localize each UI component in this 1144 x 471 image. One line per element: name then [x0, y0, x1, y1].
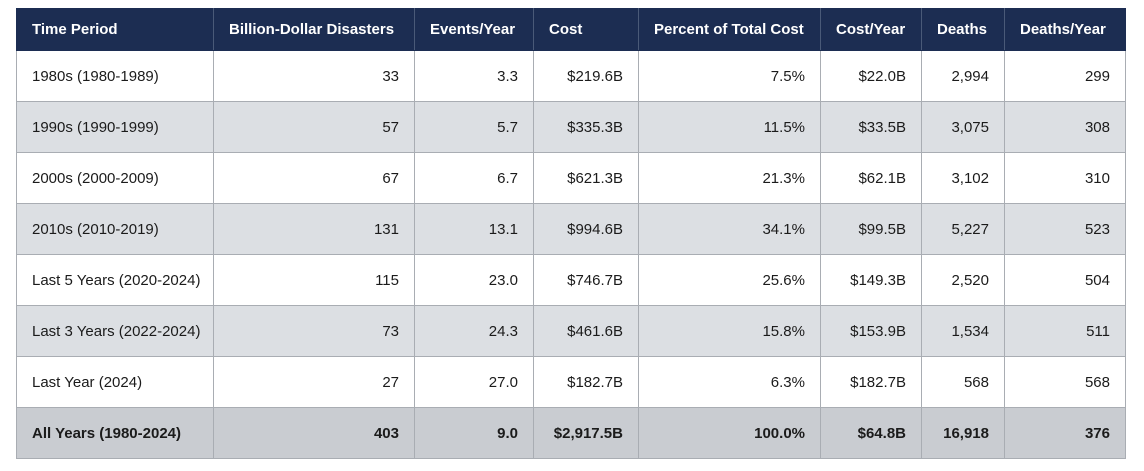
cell-cost: $461.6B — [533, 305, 639, 357]
cell-cost: $182.7B — [533, 356, 639, 408]
table-header: Time Period Billion-Dollar Disasters Eve… — [16, 8, 1126, 51]
cell-time-period: 1980s (1980-1989) — [16, 50, 214, 102]
cell-billion-dollar-disasters: 115 — [213, 254, 415, 306]
column-header-deaths: Deaths — [921, 8, 1005, 51]
cell-deaths-per-year: 308 — [1004, 101, 1126, 153]
cell-billion-dollar-disasters: 67 — [213, 152, 415, 204]
cell-percent-of-total-cost: 11.5% — [638, 101, 821, 153]
total-row: All Years (1980-2024) 403 9.0 $2,917.5B … — [16, 407, 1126, 459]
table-body: 1980s (1980-1989) 33 3.3 $219.6B 7.5% $2… — [16, 50, 1126, 459]
cell-events-per-year: 27.0 — [414, 356, 534, 408]
cell-billion-dollar-disasters: 73 — [213, 305, 415, 357]
cell-billion-dollar-disasters: 131 — [213, 203, 415, 255]
column-header-events-per-year: Events/Year — [414, 8, 534, 51]
cell-deaths: 5,227 — [921, 203, 1005, 255]
cell-billion-dollar-disasters: 57 — [213, 101, 415, 153]
cell-percent-of-total-cost: 6.3% — [638, 356, 821, 408]
cell-deaths-per-year: 299 — [1004, 50, 1126, 102]
column-header-time-period: Time Period — [16, 8, 214, 51]
cell-cost: $746.7B — [533, 254, 639, 306]
table-row: 1980s (1980-1989) 33 3.3 $219.6B 7.5% $2… — [16, 50, 1126, 102]
cell-cost: $335.3B — [533, 101, 639, 153]
cell-cost-per-year: $22.0B — [820, 50, 922, 102]
table-row: 2010s (2010-2019) 131 13.1 $994.6B 34.1%… — [16, 203, 1126, 255]
cell-percent-of-total-cost: 21.3% — [638, 152, 821, 204]
table-row: Last 3 Years (2022-2024) 73 24.3 $461.6B… — [16, 305, 1126, 357]
total-cell-events-per-year: 9.0 — [414, 407, 534, 459]
table-row: Last 5 Years (2020-2024) 115 23.0 $746.7… — [16, 254, 1126, 306]
cell-deaths: 568 — [921, 356, 1005, 408]
cell-events-per-year: 24.3 — [414, 305, 534, 357]
cell-cost-per-year: $182.7B — [820, 356, 922, 408]
cell-billion-dollar-disasters: 33 — [213, 50, 415, 102]
cell-cost-per-year: $149.3B — [820, 254, 922, 306]
total-cell-billion-dollar-disasters: 403 — [213, 407, 415, 459]
total-cell-deaths-per-year: 376 — [1004, 407, 1126, 459]
cell-billion-dollar-disasters: 27 — [213, 356, 415, 408]
cell-deaths: 2,994 — [921, 50, 1005, 102]
total-cell-percent-of-total-cost: 100.0% — [638, 407, 821, 459]
total-cell-deaths: 16,918 — [921, 407, 1005, 459]
cell-deaths: 1,534 — [921, 305, 1005, 357]
cell-cost-per-year: $99.5B — [820, 203, 922, 255]
total-cell-cost: $2,917.5B — [533, 407, 639, 459]
cell-deaths-per-year: 511 — [1004, 305, 1126, 357]
cell-deaths-per-year: 310 — [1004, 152, 1126, 204]
cell-deaths: 3,102 — [921, 152, 1005, 204]
table-row: Last Year (2024) 27 27.0 $182.7B 6.3% $1… — [16, 356, 1126, 408]
cell-events-per-year: 23.0 — [414, 254, 534, 306]
cell-deaths-per-year: 504 — [1004, 254, 1126, 306]
cell-percent-of-total-cost: 34.1% — [638, 203, 821, 255]
cell-events-per-year: 13.1 — [414, 203, 534, 255]
table-row: 1990s (1990-1999) 57 5.7 $335.3B 11.5% $… — [16, 101, 1126, 153]
disaster-summary-table: Time Period Billion-Dollar Disasters Eve… — [16, 8, 1126, 459]
cell-events-per-year: 3.3 — [414, 50, 534, 102]
header-row: Time Period Billion-Dollar Disasters Eve… — [16, 8, 1126, 51]
cell-time-period: Last Year (2024) — [16, 356, 214, 408]
column-header-cost: Cost — [533, 8, 639, 51]
cell-percent-of-total-cost: 15.8% — [638, 305, 821, 357]
column-header-cost-per-year: Cost/Year — [820, 8, 922, 51]
cell-deaths: 3,075 — [921, 101, 1005, 153]
cell-percent-of-total-cost: 25.6% — [638, 254, 821, 306]
total-cell-cost-per-year: $64.8B — [820, 407, 922, 459]
cell-cost: $621.3B — [533, 152, 639, 204]
table-row: 2000s (2000-2009) 67 6.7 $621.3B 21.3% $… — [16, 152, 1126, 204]
cell-time-period: 1990s (1990-1999) — [16, 101, 214, 153]
cell-deaths: 2,520 — [921, 254, 1005, 306]
total-cell-time-period: All Years (1980-2024) — [16, 407, 214, 459]
cell-time-period: Last 5 Years (2020-2024) — [16, 254, 214, 306]
cell-time-period: 2000s (2000-2009) — [16, 152, 214, 204]
cell-time-period: Last 3 Years (2022-2024) — [16, 305, 214, 357]
cell-percent-of-total-cost: 7.5% — [638, 50, 821, 102]
cell-time-period: 2010s (2010-2019) — [16, 203, 214, 255]
column-header-percent-of-total-cost: Percent of Total Cost — [638, 8, 821, 51]
cell-cost-per-year: $153.9B — [820, 305, 922, 357]
cell-cost-per-year: $33.5B — [820, 101, 922, 153]
cell-cost: $994.6B — [533, 203, 639, 255]
cell-cost: $219.6B — [533, 50, 639, 102]
cell-events-per-year: 5.7 — [414, 101, 534, 153]
cell-cost-per-year: $62.1B — [820, 152, 922, 204]
cell-deaths-per-year: 523 — [1004, 203, 1126, 255]
cell-deaths-per-year: 568 — [1004, 356, 1126, 408]
cell-events-per-year: 6.7 — [414, 152, 534, 204]
column-header-deaths-per-year: Deaths/Year — [1004, 8, 1126, 51]
disaster-summary-table-container: Time Period Billion-Dollar Disasters Eve… — [16, 8, 1126, 459]
column-header-billion-dollar-disasters: Billion-Dollar Disasters — [213, 8, 415, 51]
